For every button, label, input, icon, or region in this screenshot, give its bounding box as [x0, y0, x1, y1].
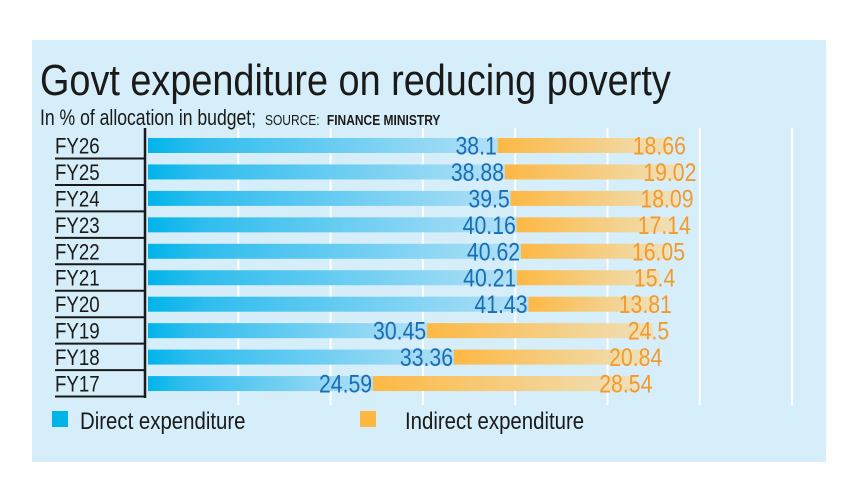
bar-indirect [517, 270, 660, 286]
legend-swatch-indirect [360, 411, 376, 427]
bar-direct [148, 243, 521, 259]
value-label-direct: 30.45 [373, 317, 426, 345]
bar-direct [148, 349, 454, 365]
bar-direct [148, 164, 505, 180]
value-label-direct: 40.16 [463, 211, 516, 239]
value-label-indirect: 13.81 [619, 291, 672, 319]
bar-row: FY22 40.62 16.05 [55, 238, 685, 266]
value-label-indirect: 18.09 [640, 185, 693, 213]
legend-label-indirect: Indirect expenditure [405, 407, 584, 434]
value-label-indirect: 24.5 [628, 317, 669, 345]
category-label: FY19 [55, 320, 100, 344]
bar-direct [148, 296, 529, 312]
bar-indirect [516, 217, 675, 233]
category-label: FY17 [55, 373, 100, 397]
legend-swatch-direct [52, 411, 68, 427]
category-label: FY22 [55, 241, 100, 265]
source-name: FINANCE MINISTRY [327, 112, 441, 129]
bars: FY26 38.1 18.66 FY25 38.88 19.02 FY24 39.5 18.09… [55, 132, 696, 398]
chart-subtitle: In % of allocation in budget; SOURCE: FI… [40, 106, 440, 130]
value-label-direct: 38.1 [455, 132, 496, 160]
subtitle-text: In % of allocation in budget; [40, 106, 256, 130]
bar-direct [148, 376, 373, 392]
legend-label-direct: Direct expenditure [80, 407, 246, 434]
bar-row: FY18 33.36 20.84 [55, 343, 662, 371]
category-label: FY21 [55, 267, 100, 291]
bar-indirect [372, 376, 637, 392]
value-label-direct: 33.36 [400, 343, 453, 371]
bar-indirect [427, 323, 654, 339]
value-label-direct: 41.43 [474, 291, 527, 319]
value-label-indirect: 19.02 [643, 158, 696, 186]
value-label-direct: 40.62 [467, 238, 520, 266]
bar-direct [148, 138, 498, 153]
category-label: FY24 [55, 188, 100, 212]
bar-row: FY26 38.1 18.66 [55, 132, 686, 160]
bar-indirect [504, 164, 681, 180]
category-label: FY26 [55, 135, 100, 159]
value-label-indirect: 18.66 [633, 132, 686, 160]
category-label: FY20 [55, 294, 100, 318]
value-label-indirect: 15.4 [634, 264, 675, 292]
bar-row: FY19 30.45 24.5 [55, 317, 669, 345]
chart-title: Govt expenditure on reducing poverty [40, 55, 671, 104]
bar-row: FY21 40.21 15.4 [55, 264, 675, 292]
bar-direct [148, 270, 518, 286]
bar-indirect [497, 138, 670, 153]
value-label-direct: 38.88 [451, 158, 504, 186]
bar-indirect [453, 349, 647, 365]
value-label-direct: 40.21 [463, 264, 516, 292]
value-label-indirect: 17.14 [638, 211, 691, 239]
bar-row: FY25 38.88 19.02 [55, 158, 696, 186]
value-label-indirect: 28.54 [599, 370, 652, 398]
category-label: FY18 [55, 347, 100, 371]
bar-direct [148, 217, 517, 233]
value-label-direct: 39.5 [468, 185, 509, 213]
value-label-indirect: 20.84 [609, 343, 662, 371]
bar-indirect [528, 296, 656, 312]
category-label: FY25 [55, 162, 100, 186]
source-label: SOURCE: [265, 112, 320, 129]
value-label-direct: 24.59 [319, 370, 372, 398]
bar-row: FY23 40.16 17.14 [55, 211, 691, 239]
value-label-indirect: 16.05 [632, 238, 685, 266]
legend: Direct expenditure Indirect expenditure [52, 407, 584, 434]
bar-row: FY24 39.5 18.09 [55, 185, 694, 213]
bar-direct [148, 190, 511, 206]
bar-row: FY17 24.59 28.54 [55, 370, 652, 398]
bar-indirect [520, 243, 670, 259]
bar-indirect [510, 190, 678, 206]
bar-direct [148, 323, 428, 339]
category-label: FY23 [55, 215, 100, 239]
bar-row: FY20 41.43 13.81 [55, 291, 672, 319]
